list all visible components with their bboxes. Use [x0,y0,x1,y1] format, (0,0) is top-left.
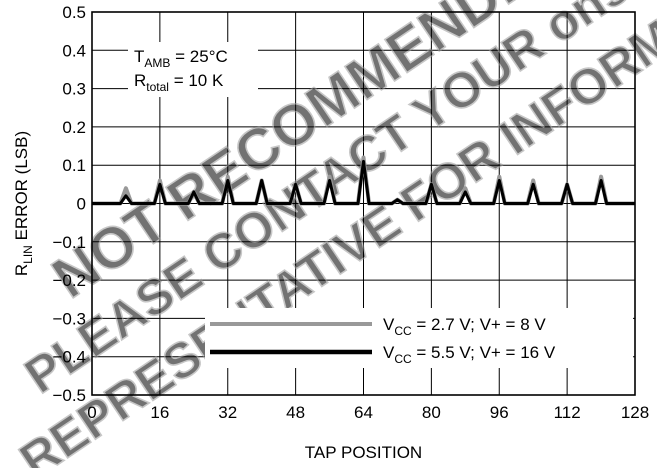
x-tick-label: 96 [490,403,509,422]
y-tick-label: 0.1 [62,156,86,175]
x-axis-title: TAP POSITION [305,443,422,462]
y-tick-label: 0.2 [62,118,86,137]
y-axis-title-main: R [12,264,31,276]
legend-label-1: VCC = 2.7 V; V+ = 8 V [383,315,546,338]
legend-background [205,308,633,368]
x-tick-label: 16 [150,403,169,422]
y-tick-label: −0.3 [52,309,86,328]
x-tick-label: 0 [87,403,96,422]
annotation-background [128,42,258,97]
x-tick-label: 64 [354,403,373,422]
y-tick-label: −0.5 [52,386,86,405]
y-tick-label: 0.3 [62,80,86,99]
watermark: NOT RECOMMENDED FOR NEW DESIGNPLEASE CON… [9,0,657,468]
y-tick-label: 0.4 [62,41,86,60]
annotation-text: Rtotal = 10 K [134,71,224,94]
series-line-2 [92,159,635,205]
legend: VCC = 2.7 V; V+ = 8 V VCC = 5.5 V; V+ = 1… [205,308,633,368]
y-tick-label: 0 [77,195,86,214]
y-axis-title-rest: ERROR (LSB) [12,131,31,245]
tick-labels: 0 16 32 48 64 80 96 112 128 −0.5 −0.4 −0.3 −0.2 −0.1 0… [52,3,649,422]
y-tick-label: −0.4 [52,348,86,367]
y-tick-label: −0.1 [52,233,86,252]
y-axis-title-sub: LIN [21,245,35,264]
y-tick-label: −0.2 [52,271,86,290]
series-layer [92,155,635,206]
y-axis-title: RLIN ERROR (LSB) [12,131,35,276]
y-tick-label: 0.5 [62,3,86,22]
annotation-text: TAMB = 25°C [134,47,228,70]
x-tick-label: 32 [218,403,237,422]
x-tick-label: 48 [286,403,305,422]
legend-label-2: VCC = 5.5 V; V+ = 16 V [383,343,556,366]
plot-frame [91,11,636,396]
x-tick-label: 112 [554,403,581,422]
x-tick-label: 80 [422,403,441,422]
x-tick-label: 128 [621,403,649,422]
